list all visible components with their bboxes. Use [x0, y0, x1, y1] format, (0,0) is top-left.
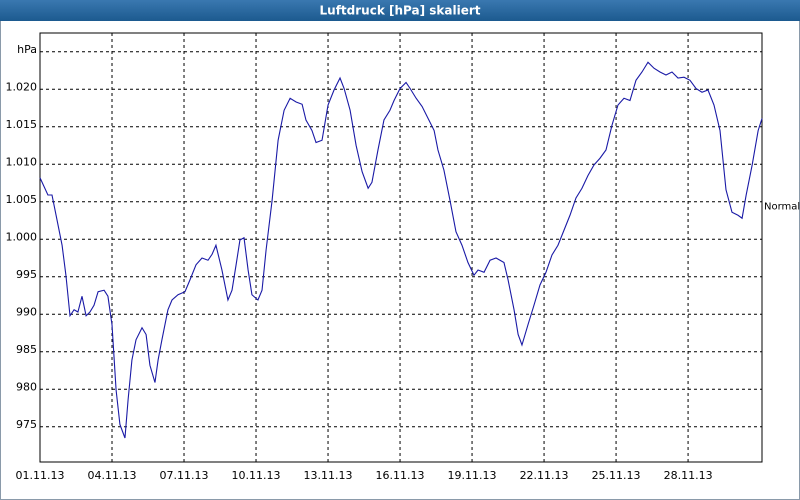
x-tick-label: 13.11.13	[304, 469, 353, 482]
x-tick-label: 28.11.13	[664, 469, 713, 482]
y-tick-label: 975	[16, 418, 37, 431]
y-tick-label: 1.000	[6, 230, 38, 243]
y-tick-label: 995	[16, 268, 37, 281]
y-tick-label: 1.010	[6, 155, 38, 168]
plot-border	[39, 32, 763, 463]
x-tick-label: 04.11.13	[88, 469, 137, 482]
y-tick-label: 990	[16, 305, 37, 318]
x-tick-label: 22.11.13	[520, 469, 569, 482]
x-tick-label: 07.11.13	[160, 469, 209, 482]
title-bar	[0, 0, 800, 21]
x-tick-label: 10.11.13	[232, 469, 281, 482]
chart-title: Luftdruck [hPa] skaliert	[320, 4, 481, 18]
x-tick-label: 19.11.13	[448, 469, 497, 482]
data-line	[39, 61, 763, 439]
y-tick-label: 1.015	[6, 118, 38, 131]
x-tick-label: 25.11.13	[592, 469, 641, 482]
y-tick-label: 985	[16, 343, 37, 356]
x-tick-label: 01.11.13	[16, 469, 65, 482]
x-tick-label: 16.11.13	[376, 469, 425, 482]
plot-area: 975 980 985 990 995 1.000 1.005 1.010 1.015 1.020…	[6, 32, 800, 482]
y-tick-label: hPa	[17, 43, 37, 56]
y-tick-label: 1.005	[6, 193, 38, 206]
y-tick-label: 980	[16, 380, 37, 393]
y-tick-label: 1.020	[6, 80, 38, 93]
annotation: Normal	[764, 201, 800, 212]
